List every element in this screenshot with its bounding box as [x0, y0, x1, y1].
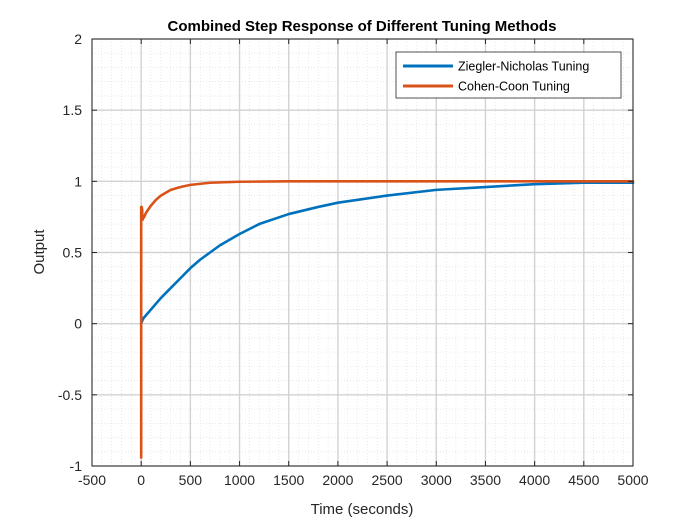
y-tick-label-0: 0	[74, 316, 82, 332]
y-tick-label-0p5: 0.5	[63, 245, 83, 261]
x-tick-label-1000: 1000	[224, 472, 255, 488]
x-tick-label-neg500: -500	[78, 472, 106, 488]
y-tick-label-1: 1	[74, 173, 82, 189]
x-tick-label-4500: 4500	[568, 472, 599, 488]
series-line-cohen-coon	[139, 180, 635, 459]
x-tick-label-0: 0	[137, 472, 145, 488]
x-axis-label: Time (seconds)	[311, 501, 414, 518]
x-tick-label-5000: 5000	[617, 472, 648, 488]
legend-label-ziegler-nicholas: Ziegler-Nicholas Tuning	[458, 60, 589, 74]
y-tick-label-neg1: -1	[70, 458, 83, 474]
series-lines	[139, 180, 635, 459]
legend: Ziegler-Nicholas Tuning Cohen-Coon Tunin…	[395, 51, 622, 99]
legend-box	[395, 51, 622, 99]
series-line-ziegler-nicholas	[139, 181, 635, 325]
axis-ticks	[91, 38, 634, 467]
chart-title: Combined Step Response of Different Tuni…	[168, 18, 557, 35]
y-tick-label-2: 2	[74, 31, 82, 47]
tick-labels: -500 0 500 1000 1500 2000 2500 3000 3500 4000 4500…	[58, 31, 649, 488]
x-tick-label-3000: 3000	[421, 472, 452, 488]
x-tick-label-2000: 2000	[322, 472, 353, 488]
x-tick-label-1500: 1500	[273, 472, 304, 488]
legend-label-cohen-coon: Cohen-Coon Tuning	[458, 80, 570, 94]
x-tick-label-4000: 4000	[519, 472, 550, 488]
x-tick-label-2500: 2500	[372, 472, 403, 488]
y-tick-label-neg0p5: -0.5	[58, 387, 82, 403]
y-axis-label: Output	[31, 229, 48, 275]
x-tick-label-500: 500	[179, 472, 203, 488]
x-tick-label-3500: 3500	[470, 472, 501, 488]
y-tick-label-1p5: 1.5	[63, 102, 83, 118]
